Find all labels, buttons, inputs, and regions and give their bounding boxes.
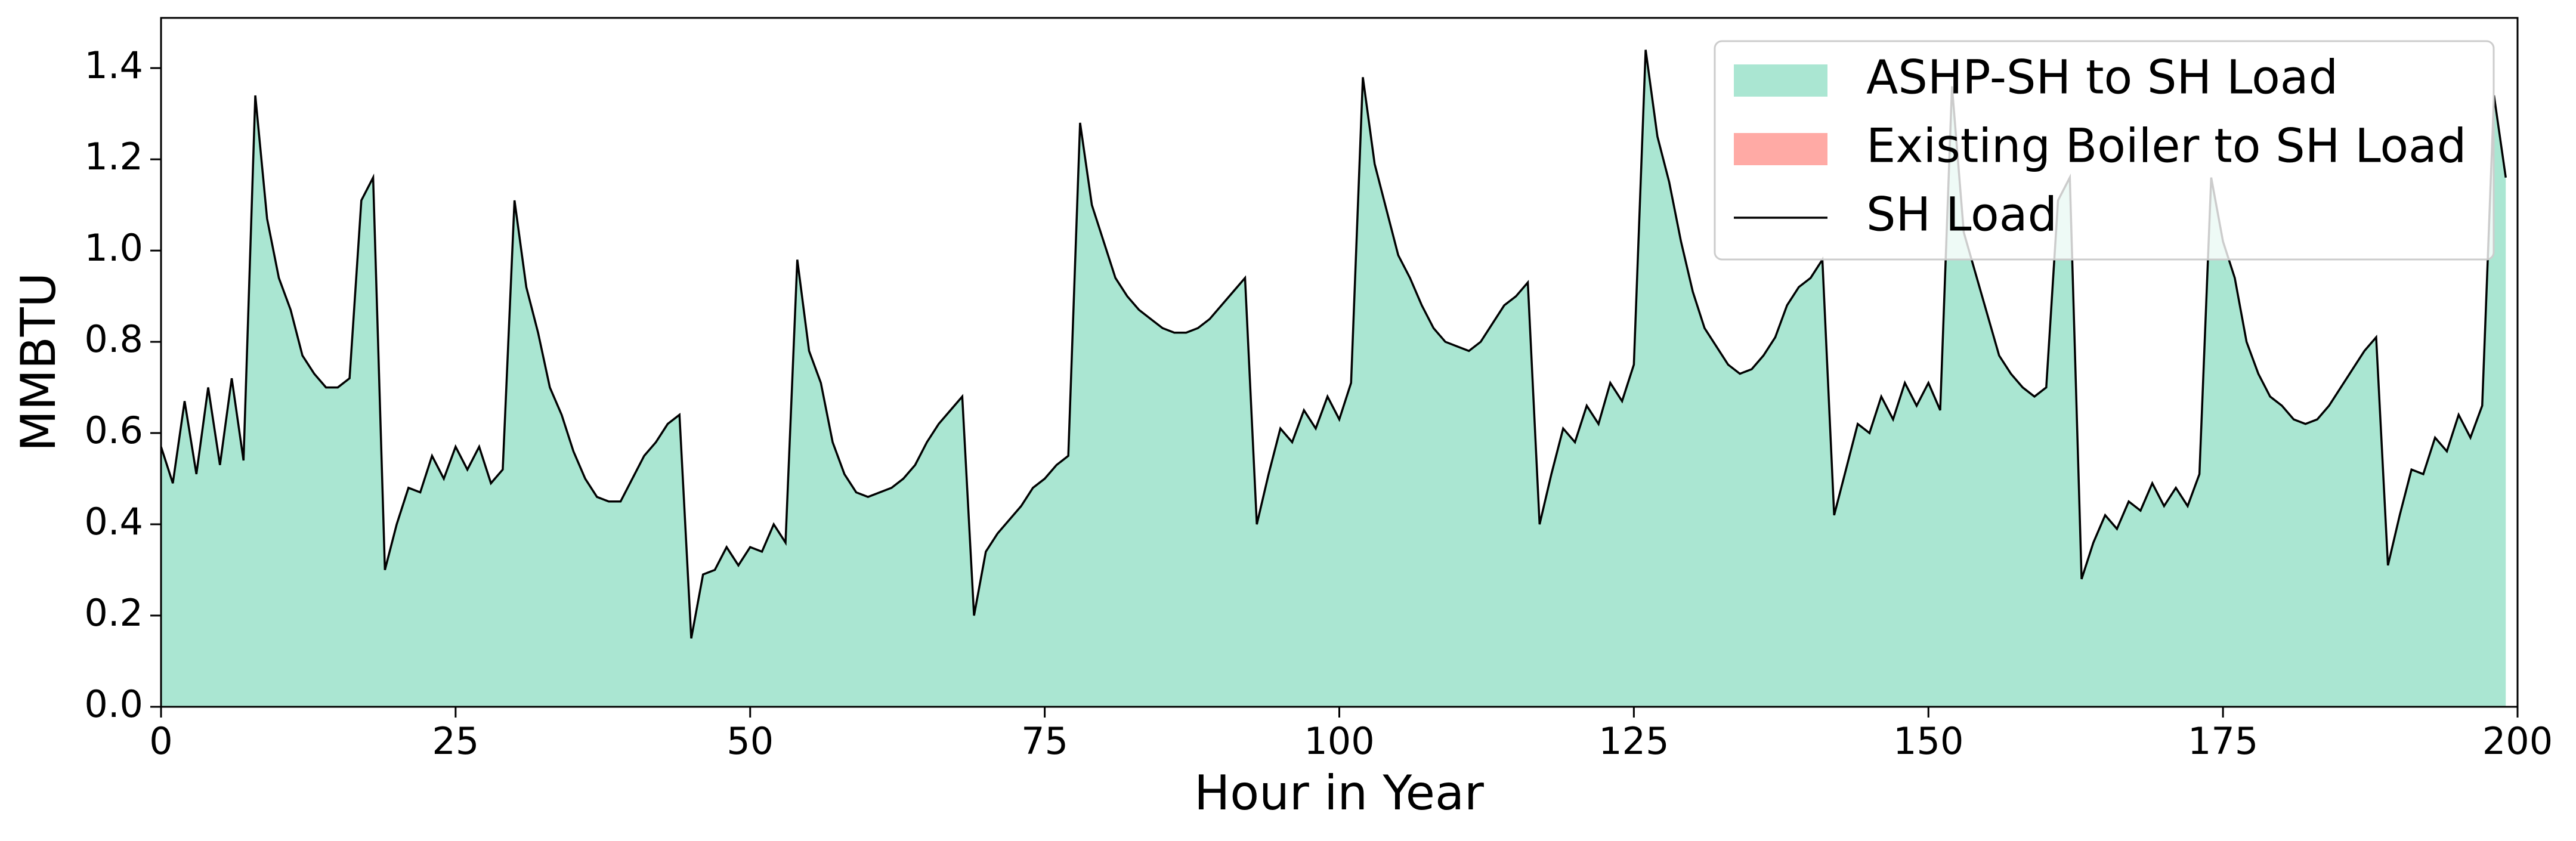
x-axis-label: Hour in Year [1194, 765, 1484, 821]
x-tick-label: 50 [726, 719, 774, 763]
legend-label: SH Load [1866, 188, 2057, 242]
x-tick-label: 200 [2482, 719, 2553, 763]
y-tick-label: 1.0 [84, 226, 143, 270]
y-axis-label: MMBTU [11, 273, 66, 452]
y-tick-label: 0.2 [84, 591, 143, 635]
x-tick-label: 175 [2188, 719, 2258, 763]
y-tick-label: 1.4 [84, 44, 143, 87]
x-tick-label: 0 [149, 719, 172, 763]
x-tick-label: 100 [1304, 719, 1374, 763]
legend-label: ASHP-SH to SH Load [1866, 51, 2338, 104]
x-tick-label: 150 [1893, 719, 1963, 763]
legend-label: Existing Boiler to SH Load [1866, 119, 2466, 173]
x-tick-label: 125 [1598, 719, 1669, 763]
y-tick-label: 1.2 [84, 135, 143, 178]
y-tick-label: 0.0 [84, 682, 143, 726]
legend-box [1714, 40, 2495, 261]
x-tick-label: 25 [432, 719, 479, 763]
line [160, 50, 2507, 639]
y-tick-label: 0.4 [84, 500, 143, 543]
legend-swatch [1734, 133, 1827, 165]
y-tick-label: 0.6 [84, 409, 143, 452]
area [161, 50, 2506, 707]
legend-swatch [1734, 64, 1827, 97]
x-tick-label: 75 [1021, 719, 1068, 763]
y-tick-label: 0.8 [84, 317, 143, 361]
